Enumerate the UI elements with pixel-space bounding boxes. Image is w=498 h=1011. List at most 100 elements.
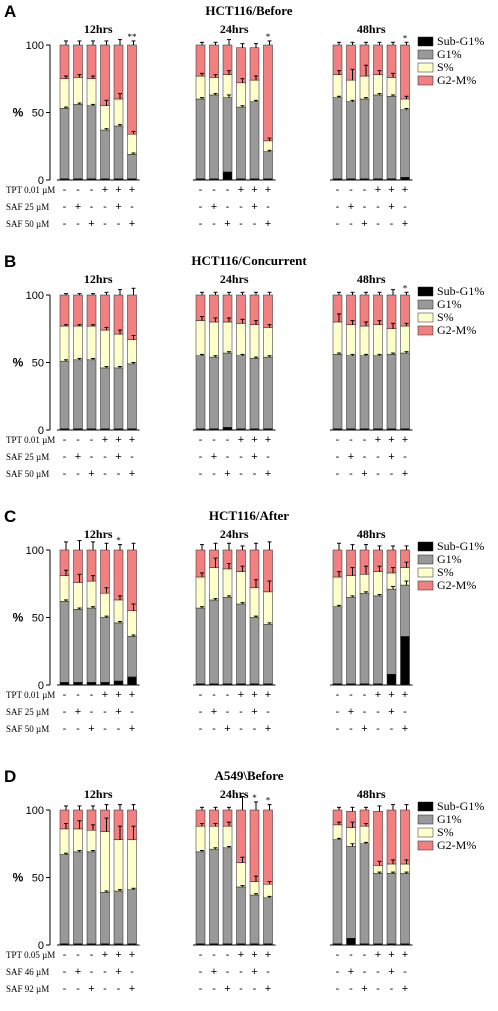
stacked-bar: - - + — [86, 293, 97, 480]
bar-segment-s — [59, 575, 70, 602]
condition-label: SAF 25 µM — [6, 202, 49, 212]
bar-segment-s — [400, 325, 410, 354]
stacked-bar: - + - — [73, 540, 83, 735]
condition-sign: - — [239, 723, 243, 735]
bar-segment-g2m — [209, 809, 219, 827]
stacked-bar: - + - — [346, 544, 356, 735]
condition-sign: + — [348, 201, 354, 213]
bar-segment-g2m — [400, 294, 410, 327]
bar-segment-g2m — [100, 549, 110, 594]
bar-segment-g1 — [400, 352, 410, 429]
condition-sign: - — [199, 983, 203, 995]
condition-sign: + — [251, 689, 257, 701]
bar-segment-sub — [100, 682, 110, 686]
bar-segment-s — [359, 75, 370, 100]
condition-sign: - — [349, 184, 353, 196]
condition-sign: - — [130, 201, 134, 213]
legend-swatch — [417, 840, 434, 851]
bar-segment-g1 — [236, 106, 246, 179]
legend-swatch — [417, 580, 434, 591]
bar-segment-s — [222, 74, 233, 98]
y-tick-label: 50 — [32, 108, 44, 120]
group-label: 48hrs — [357, 272, 386, 286]
bar-segment-g1 — [209, 848, 219, 944]
stacked-bar: + - - — [100, 291, 110, 480]
bar-segment-g2m — [127, 549, 137, 611]
condition-sign: - — [363, 451, 367, 463]
bar-segment-s — [86, 830, 97, 853]
bar-segment-s — [59, 78, 70, 109]
bar-segment-g1 — [73, 104, 83, 179]
legend-label: S% — [437, 565, 454, 579]
significance-marker: * — [403, 33, 408, 43]
stacked-bar: + - + — [127, 542, 137, 735]
y-tick-label: 0 — [38, 175, 44, 187]
bar-segment-s — [222, 568, 233, 598]
bar-segment-s — [249, 881, 260, 896]
condition-sign: - — [103, 706, 107, 718]
panel-a: A HCT116/Before050100%12hrs----+---++--++… — [4, 2, 484, 230]
bar-segment-s — [86, 325, 97, 361]
condition-sign: + — [211, 451, 217, 463]
condition-sign: - — [199, 201, 203, 213]
stacked-bar: + - - — [236, 43, 246, 230]
legend-label: Sub-G1% — [437, 34, 484, 48]
panel-label: A — [4, 2, 16, 21]
bar-segment-s — [373, 571, 383, 597]
bar-segment-s — [263, 327, 273, 358]
condition-sign: + — [238, 689, 244, 701]
bar-segment-sub — [222, 427, 233, 431]
legend-swatch — [417, 554, 434, 565]
group-label: 24hrs — [220, 22, 249, 36]
bar-segment-s — [332, 576, 343, 607]
condition-sign: - — [253, 218, 257, 230]
bar-segment-s — [195, 576, 206, 609]
condition-sign: - — [63, 983, 67, 995]
stacked-bar: + + - — [249, 291, 260, 480]
condition-sign: - — [103, 983, 107, 995]
bar-segment-s — [195, 825, 206, 853]
legend-label: G2-M% — [437, 323, 476, 337]
bar-segment-g1 — [113, 622, 124, 682]
condition-sign: - — [376, 983, 380, 995]
legend-swatch — [417, 801, 434, 812]
bar-group-24hrs: 24hrs----+---++--++-+-+ — [193, 272, 276, 480]
stacked-bar: + - + — [400, 804, 410, 995]
group-label: 12hrs — [84, 272, 113, 286]
stacked-bar: + - - — [373, 545, 383, 735]
condition-sign: - — [239, 201, 243, 213]
bar-segment-g2m — [113, 809, 124, 840]
bar-group-24hrs: 24hrs----+---++--++-+-+ — [193, 527, 276, 735]
bar-segment-g1 — [263, 356, 273, 429]
stacked-bar: + + - — [113, 804, 124, 995]
legend-label: S% — [437, 825, 454, 839]
condition-sign: + — [265, 218, 271, 230]
stacked-bar: + - + — [400, 545, 410, 735]
bar-segment-g1 — [209, 356, 219, 429]
legend-swatch — [417, 62, 434, 73]
bar-segment-g1 — [373, 873, 383, 944]
bar-segment-s — [59, 828, 70, 855]
bar-segment-s — [249, 79, 260, 102]
bar-group-12hrs: 12hrs----+---++--++-**+-+ — [57, 22, 140, 230]
condition-sign: - — [90, 201, 94, 213]
condition-sign: + — [348, 451, 354, 463]
condition-sign: - — [76, 689, 80, 701]
bar-segment-g2m — [59, 294, 70, 327]
bar-segment-s — [59, 325, 70, 362]
bar-segment-s — [359, 574, 370, 594]
stacked-bar: - - + — [359, 41, 370, 230]
condition-sign: - — [199, 966, 203, 978]
bar-segment-g1 — [400, 873, 410, 944]
y-tick-label: 50 — [32, 358, 44, 370]
condition-sign: + — [129, 983, 135, 995]
condition-sign: + — [348, 966, 354, 978]
condition-sign: + — [388, 949, 394, 961]
bar-segment-s — [332, 321, 343, 355]
bar-segment-s — [386, 77, 397, 97]
stacked-bar: - + - — [346, 806, 356, 995]
bar-segment-s — [332, 824, 343, 840]
condition-sign: - — [403, 706, 407, 718]
bar-segment-sub — [86, 682, 97, 686]
